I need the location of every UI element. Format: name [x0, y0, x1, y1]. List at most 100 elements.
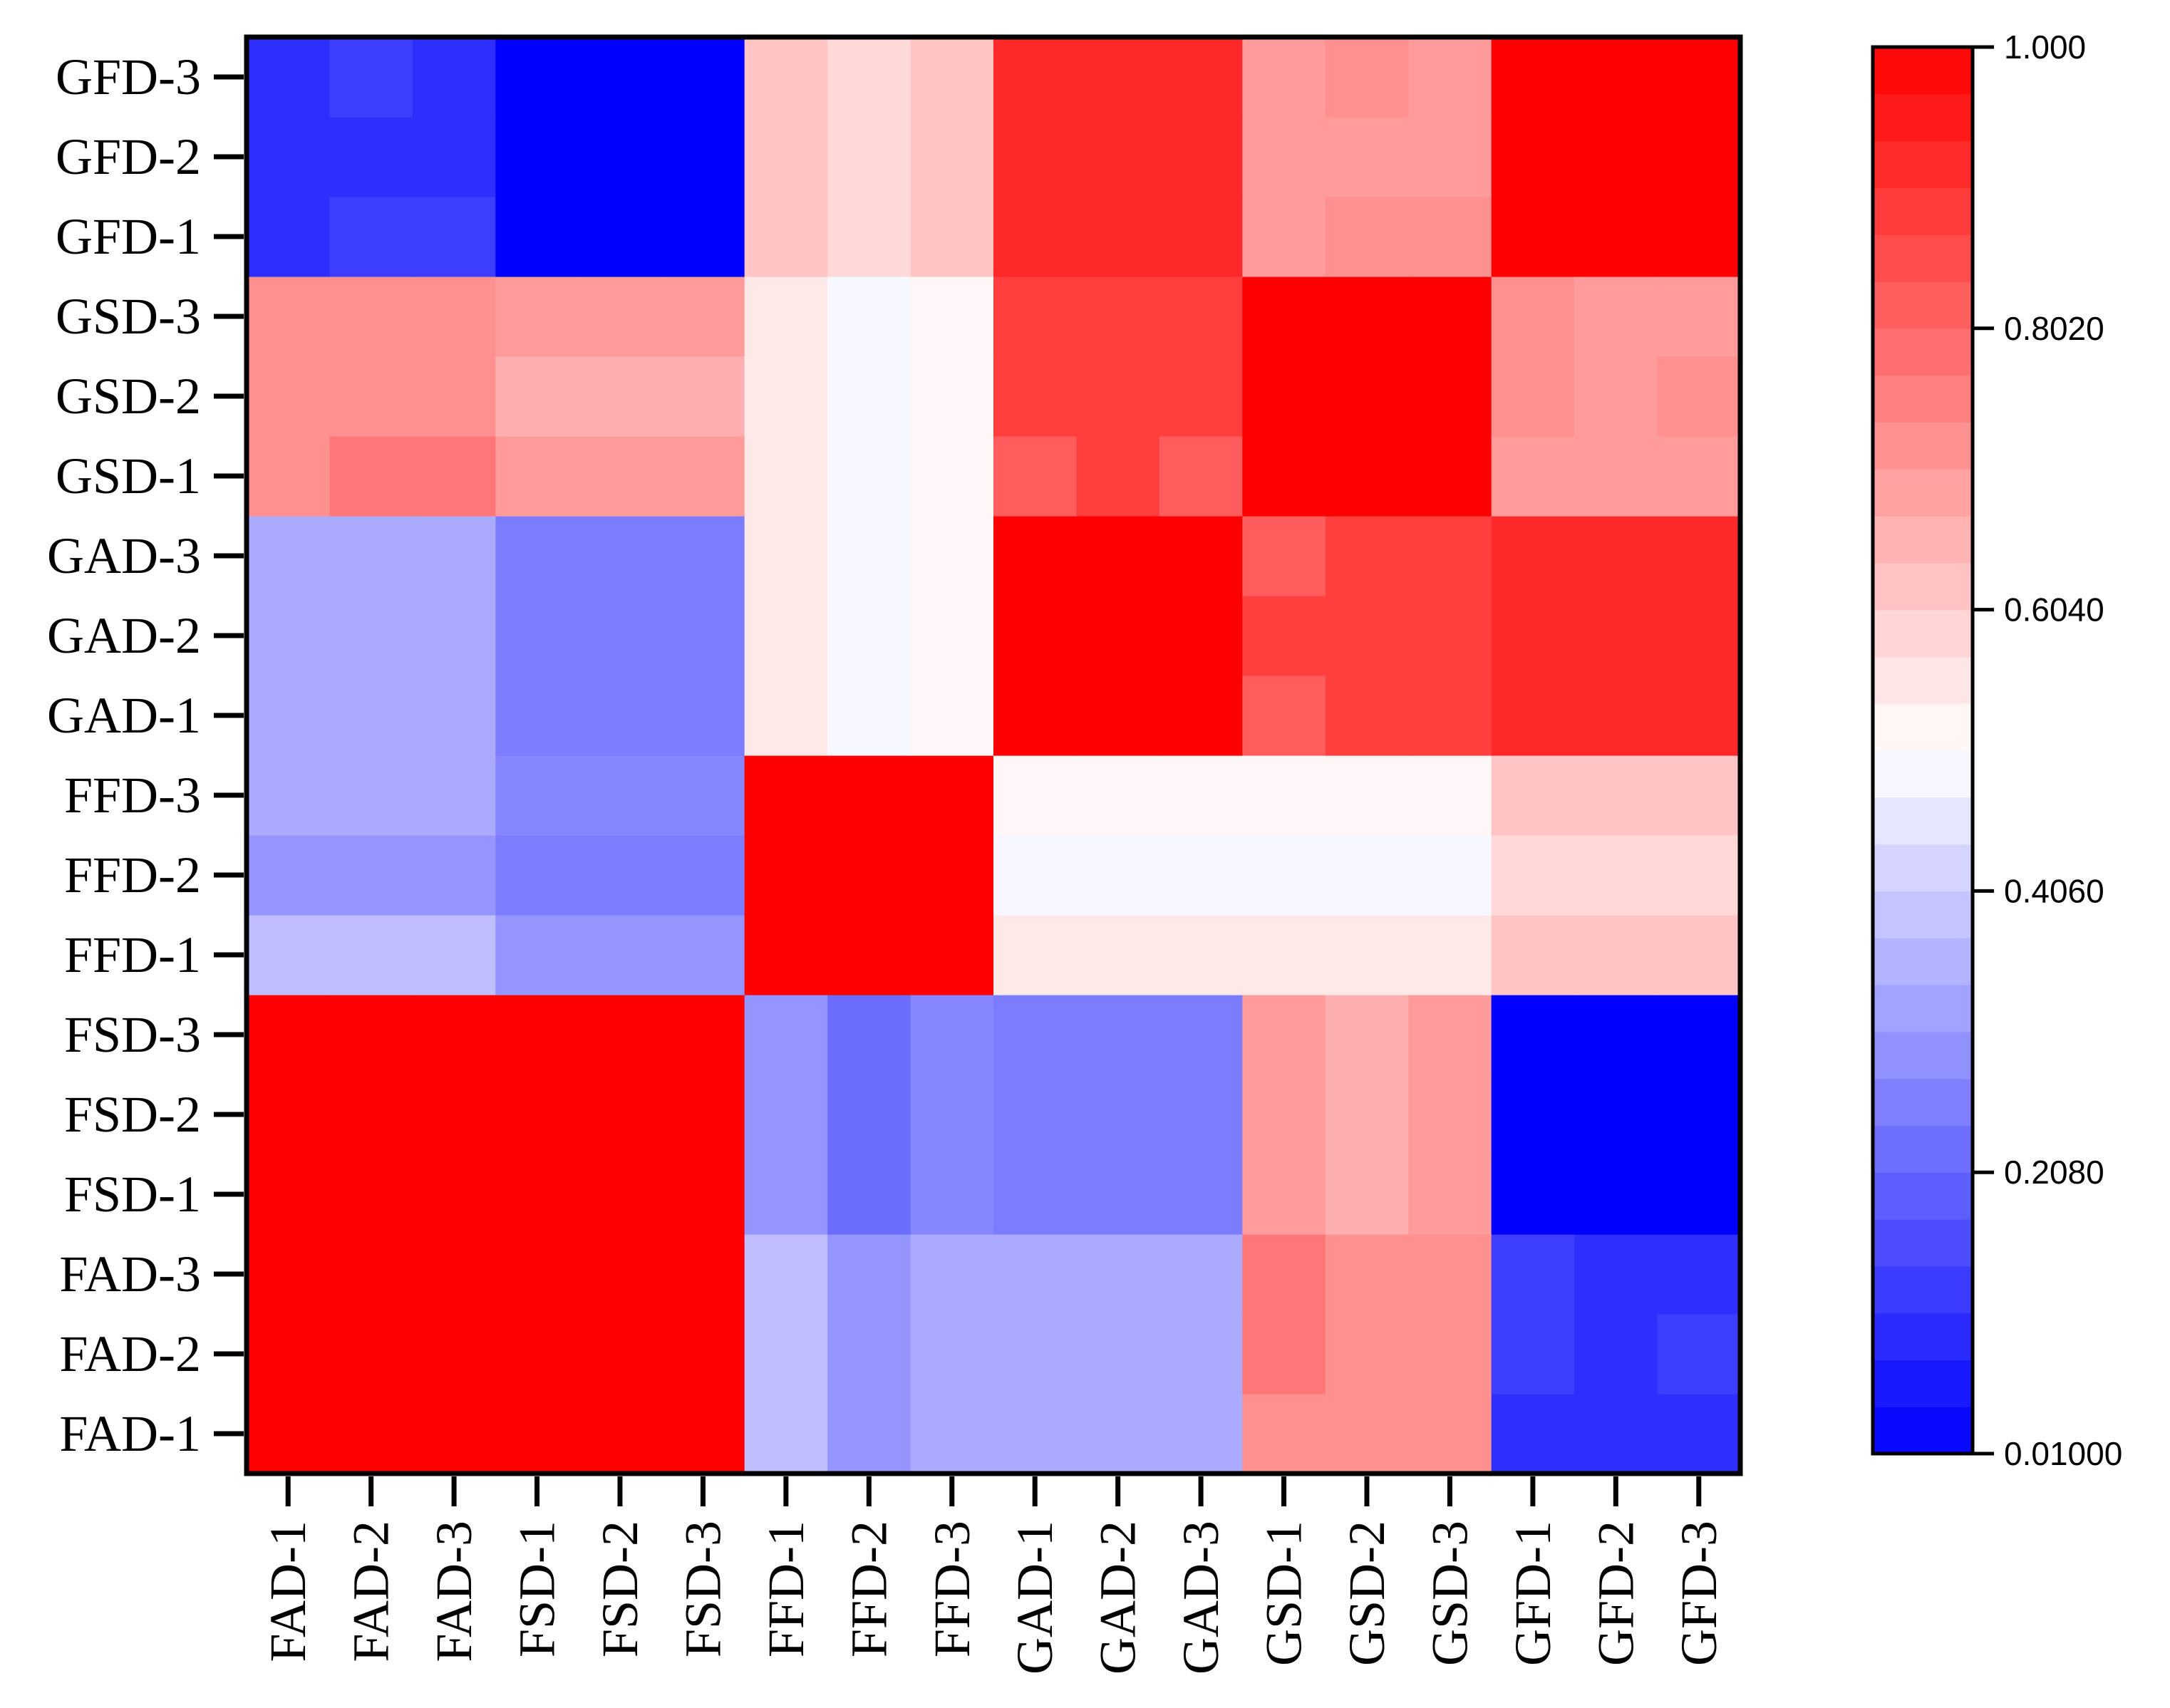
heatmap-cell-GSD-2-FSD-2	[578, 356, 662, 437]
y-tick-label-FFD-2: FFD-2	[64, 847, 201, 904]
heatmap-cell-FSD-1-FFD-2	[827, 1154, 911, 1235]
colorbar-step	[1873, 469, 1973, 517]
heatmap-cell-GAD-2-FSD-1	[495, 596, 579, 676]
heatmap-cell-GAD-1-FSD-1	[495, 676, 579, 756]
heatmap-cell-GAD-2-FAD-2	[329, 596, 413, 676]
colorbar-tick-label: 1.000	[2004, 29, 2086, 66]
colorbar-step	[1873, 234, 1973, 282]
heatmap-cell-GSD-1-FFD-3	[910, 436, 994, 517]
heatmap-cell-GFD-2-FAD-1	[247, 117, 331, 197]
x-tick-label-GFD-1: GFD-1	[1504, 1521, 1561, 1666]
heatmap-cell-FFD-2-FSD-3	[661, 835, 745, 916]
heatmap-cell-GFD-2-FFD-2	[827, 117, 911, 197]
heatmap-cell-FAD-3-FSD-1	[495, 1234, 579, 1315]
heatmap-cell-GFD-1-GSD-3	[1408, 197, 1492, 277]
y-tick-label-FSD-2: FSD-2	[64, 1086, 201, 1143]
heatmap-cell-GAD-1-GSD-1	[1242, 676, 1326, 756]
heatmap-cell-FAD-3-GFD-1	[1491, 1234, 1575, 1315]
heatmap-cell-GAD-1-GFD-3	[1657, 676, 1741, 756]
heatmap-cell-FAD-1-FAD-2	[329, 1394, 413, 1474]
heatmap-cell-FSD-2-FSD-1	[495, 1075, 579, 1155]
heatmap-cell-FAD-2-FAD-2	[329, 1314, 413, 1394]
heatmap-cell-FAD-2-GFD-3	[1657, 1314, 1741, 1394]
heatmap-cell-GSD-1-GSD-2	[1325, 436, 1409, 517]
heatmap-cell-GAD-1-GSD-3	[1408, 676, 1492, 756]
heatmap-cell-GFD-1-GAD-2	[1076, 197, 1160, 277]
heatmap-cell-GFD-2-FSD-2	[578, 117, 662, 197]
colorbar-step	[1873, 281, 1973, 329]
heatmap-cell-GAD-2-GFD-2	[1574, 596, 1658, 676]
colorbar-step	[1873, 985, 1973, 1032]
heatmap-cell-GAD-3-GAD-3	[1159, 516, 1243, 596]
colorbar-step	[1873, 1407, 1973, 1454]
heatmap-cell-FFD-1-GSD-1	[1242, 915, 1326, 995]
y-tick-label-FSD-3: FSD-3	[64, 1006, 201, 1063]
heatmap-cell-GAD-3-FAD-1	[247, 516, 331, 596]
heatmap-cell-GAD-2-FAD-3	[412, 596, 496, 676]
colorbar-step	[1873, 1360, 1973, 1407]
colorbar-tick-label: 0.8020	[2004, 310, 2104, 347]
heatmap-cell-GFD-3-GAD-3	[1159, 37, 1243, 118]
heatmap-cell-FAD-1-FSD-1	[495, 1394, 579, 1474]
heatmap-cell-GSD-3-GFD-2	[1574, 276, 1658, 357]
colorbar-tick-label: 0.01000	[2004, 1435, 2122, 1472]
heatmap-cell-GFD-2-GSD-1	[1242, 117, 1326, 197]
heatmap-cell-FAD-2-GFD-2	[1574, 1314, 1658, 1394]
heatmap-cell-GAD-1-GSD-2	[1325, 676, 1409, 756]
colorbar-step	[1873, 422, 1973, 470]
heatmap-cell-GFD-3-FAD-1	[247, 37, 331, 118]
heatmap-cell-FSD-2-FSD-2	[578, 1075, 662, 1155]
heatmap-cell-GAD-3-FSD-3	[661, 516, 745, 596]
heatmap-cell-GSD-2-GAD-2	[1076, 356, 1160, 437]
heatmap-cell-FAD-2-FAD-3	[412, 1314, 496, 1394]
y-tick-label-FSD-1: FSD-1	[64, 1166, 201, 1223]
heatmap-cell-GFD-3-FSD-1	[495, 37, 579, 118]
heatmap-cell-GSD-1-GFD-1	[1491, 436, 1575, 517]
heatmap-cell-GFD-2-GAD-3	[1159, 117, 1243, 197]
y-tick-label-FFD-3: FFD-3	[64, 767, 201, 824]
heatmap-cell-GSD-3-FSD-3	[661, 276, 745, 357]
heatmap-cell-FFD-3-GAD-3	[1159, 755, 1243, 836]
y-tick-label-GSD-1: GSD-1	[56, 447, 201, 504]
heatmap-cell-FSD-1-GAD-1	[993, 1154, 1078, 1235]
heatmap-cell-FFD-1-GFD-2	[1574, 915, 1658, 995]
heatmap-cell-FFD-3-GFD-3	[1657, 755, 1741, 836]
heatmap-cell-FFD-3-GSD-2	[1325, 755, 1409, 836]
heatmap-cell-FFD-2-GFD-3	[1657, 835, 1741, 916]
heatmap-cell-FAD-3-FSD-3	[661, 1234, 745, 1315]
colorbar-step	[1873, 1125, 1973, 1173]
heatmap-cell-GAD-2-GFD-1	[1491, 596, 1575, 676]
heatmap-cell-FSD-2-GAD-2	[1076, 1075, 1160, 1155]
heatmap-cell-FAD-3-FSD-2	[578, 1234, 662, 1315]
heatmap-cell-FAD-1-GFD-2	[1574, 1394, 1658, 1474]
heatmap-cell-GAD-3-GSD-2	[1325, 516, 1409, 596]
y-tick-label-GFD-1: GFD-1	[56, 208, 201, 265]
heatmap-cell-FSD-2-GSD-2	[1325, 1075, 1409, 1155]
heatmap-cell-GSD-1-GSD-1	[1242, 436, 1326, 517]
heatmap-cell-FAD-1-FFD-1	[744, 1394, 828, 1474]
heatmap-cell-FFD-2-GSD-2	[1325, 835, 1409, 916]
colorbar-step	[1873, 656, 1973, 704]
x-tick-label-FSD-1: FSD-1	[509, 1521, 566, 1657]
heatmap-cell-FSD-2-GAD-1	[993, 1075, 1078, 1155]
heatmap-cell-FSD-1-GAD-2	[1076, 1154, 1160, 1235]
y-axis: FAD-1 FAD-2 FAD-3 FSD-1 FSD-2 FSD-3 FFD-1 FFD-2…	[47, 48, 244, 1462]
heatmap-cell-FFD-2-GAD-2	[1076, 835, 1160, 916]
heatmap-cell-GSD-1-GSD-3	[1408, 436, 1492, 517]
heatmap-cell-GSD-1-GAD-1	[993, 436, 1078, 517]
heatmap-cell-FAD-3-GSD-2	[1325, 1234, 1409, 1315]
heatmap-cell-FFD-2-FFD-3	[910, 835, 994, 916]
heatmap-cell-FAD-3-FAD-1	[247, 1234, 331, 1315]
heatmap-cell-FAD-1-FSD-3	[661, 1394, 745, 1474]
heatmap-cell-FAD-3-FFD-2	[827, 1234, 911, 1315]
x-tick-label-FSD-3: FSD-3	[674, 1521, 731, 1657]
heatmap-cell-GAD-3-FAD-2	[329, 516, 413, 596]
heatmap-cell-FAD-1-GSD-2	[1325, 1394, 1409, 1474]
y-tick-label-FAD-1: FAD-1	[59, 1405, 201, 1462]
heatmap-cell-GFD-1-GAD-1	[993, 197, 1078, 277]
heatmap-cells	[247, 37, 1741, 1474]
heatmap-cell-GFD-2-GFD-3	[1657, 117, 1741, 197]
heatmap-cell-GSD-2-GAD-1	[993, 356, 1078, 437]
heatmap-cell-FAD-3-GFD-2	[1574, 1234, 1658, 1315]
